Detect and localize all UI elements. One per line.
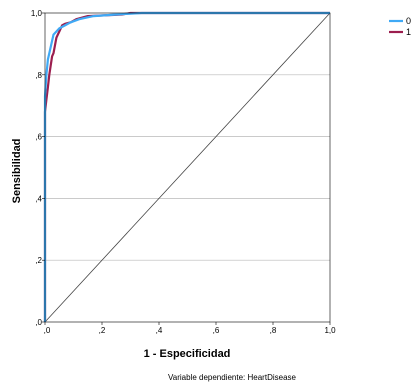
x-tick-label: ,8 bbox=[270, 326, 277, 335]
x-tick-label: 1,0 bbox=[324, 326, 336, 335]
footnote: Variable dependiente: HeartDisease bbox=[168, 373, 296, 382]
x-tick-label: ,6 bbox=[213, 326, 220, 335]
plot-frame bbox=[44, 12, 331, 323]
y-tick-label: ,4 bbox=[35, 194, 42, 203]
reference-diagonal bbox=[44, 12, 331, 323]
y-tick-label: ,6 bbox=[35, 133, 42, 142]
y-tick-label: ,2 bbox=[35, 256, 42, 265]
y-tick-label: ,8 bbox=[35, 71, 42, 80]
series-layer bbox=[43, 11, 331, 323]
x-tick-label: ,0 bbox=[44, 326, 51, 335]
x-axis-title: 1 - Especificidad bbox=[144, 348, 231, 360]
y-tick-label: 1,0 bbox=[31, 9, 43, 18]
x-tick-labels: ,0 ,2 ,4 ,6 ,8 1,0 bbox=[44, 322, 336, 335]
roc-curve-0 bbox=[43, 11, 330, 322]
y-tick-label: ,0 bbox=[35, 318, 42, 327]
legend-label-0: 0 bbox=[406, 16, 411, 26]
y-tick-labels: ,0 ,2 ,4 ,6 ,8 1,0 bbox=[31, 9, 45, 327]
gridlines bbox=[45, 74, 330, 261]
legend-label-1: 1 bbox=[406, 27, 411, 37]
y-axis-title: Sensibilidad bbox=[11, 139, 23, 204]
x-tick-label: ,4 bbox=[156, 326, 163, 335]
legend: 01 bbox=[389, 16, 411, 37]
x-tick-label: ,2 bbox=[99, 326, 106, 335]
